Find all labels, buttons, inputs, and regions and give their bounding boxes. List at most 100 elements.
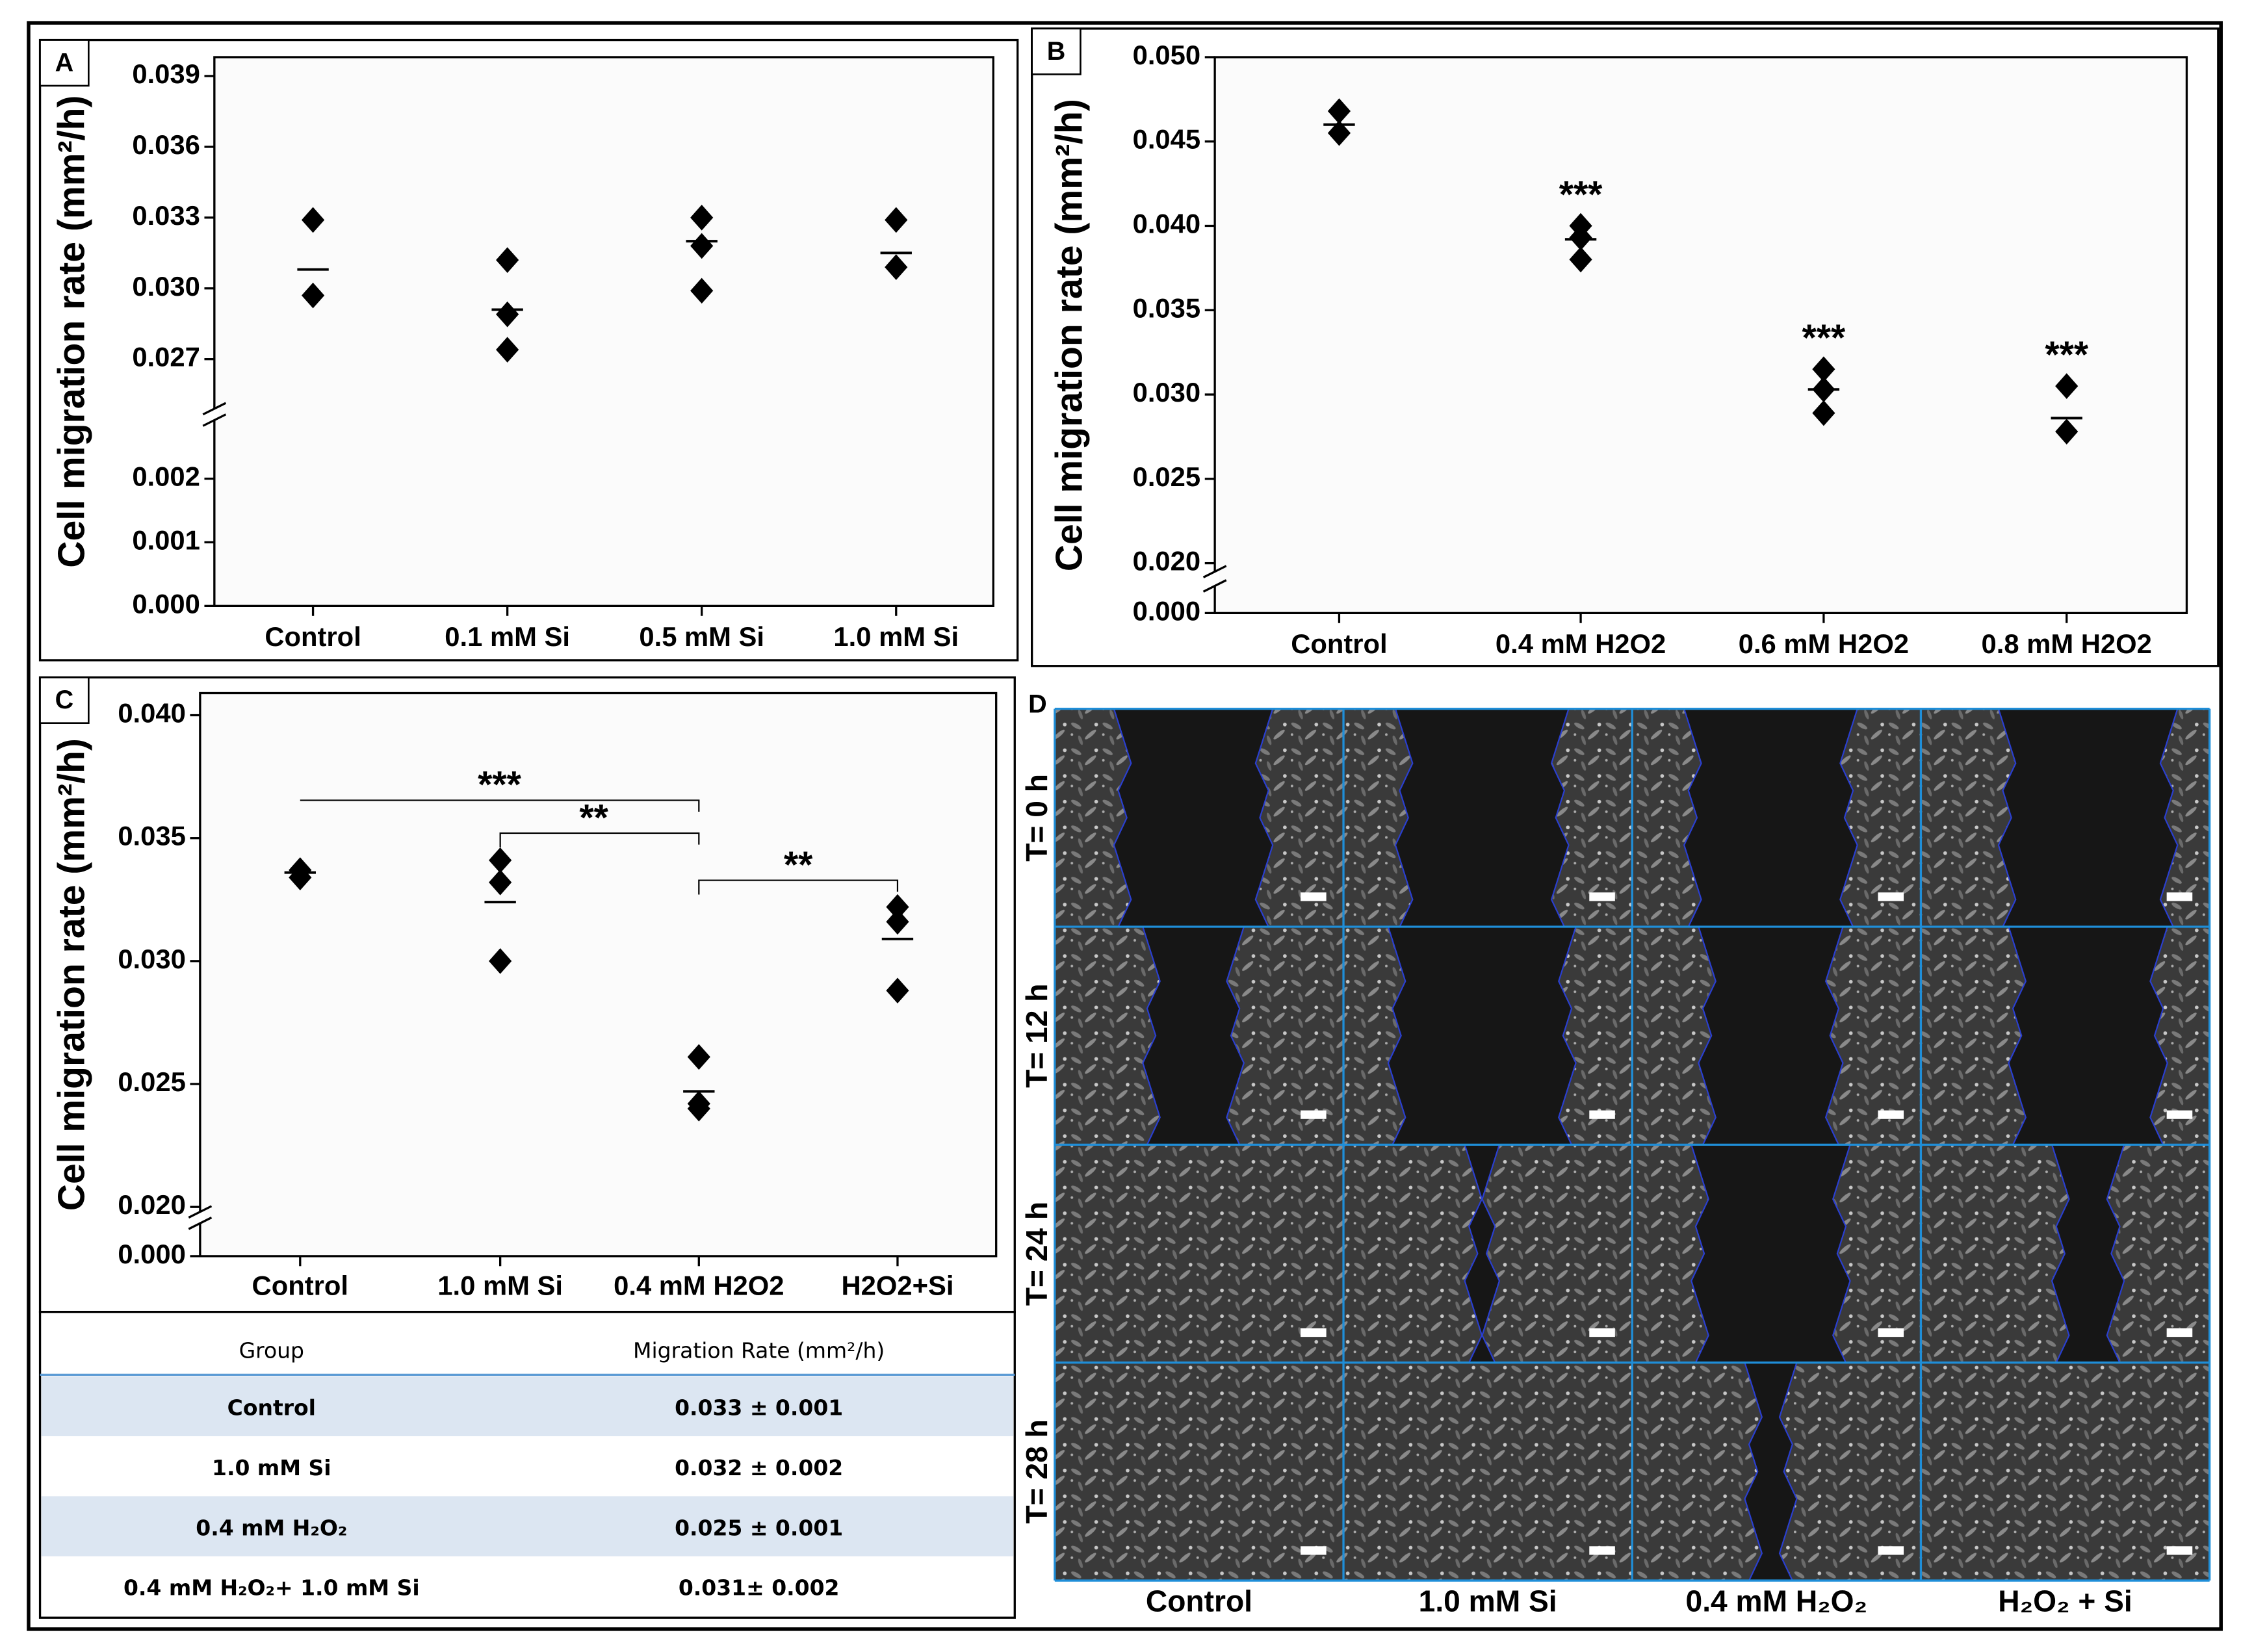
scale-bar xyxy=(1301,1546,1327,1555)
y-axis-title: Cell migration rate (mm²/h) xyxy=(1048,99,1090,571)
wound-gap xyxy=(1698,927,1843,1145)
column-label: Control xyxy=(1146,1584,1252,1618)
scale-bar xyxy=(2166,1328,2193,1337)
data-point xyxy=(885,207,908,233)
x-tick-label: 1.0 mM Si xyxy=(437,1270,563,1300)
significance-bracket xyxy=(499,832,700,847)
scale-bar xyxy=(1878,1328,1904,1337)
plot-area xyxy=(1213,56,2188,615)
panel-label: B xyxy=(1047,37,1066,66)
axis-break-mark xyxy=(202,413,227,427)
data-point xyxy=(687,1044,710,1070)
scale-bar xyxy=(1589,1328,1615,1337)
plot-area xyxy=(199,691,998,1258)
scale-bar xyxy=(1301,1110,1327,1119)
x-tick-label: Control xyxy=(265,621,361,652)
data-point xyxy=(301,282,325,309)
data-point xyxy=(885,254,908,280)
y-axis-title: Cell migration rate (mm²/h) xyxy=(51,738,92,1211)
x-tick-label: 0.1 mM Si xyxy=(445,621,570,652)
scale-bar xyxy=(2166,892,2193,901)
scale-bar xyxy=(1589,892,1615,901)
significance: *** xyxy=(1559,174,1603,216)
table-cell: 0.033 ± 0.001 xyxy=(675,1395,843,1421)
wound-edge xyxy=(1113,708,1132,927)
y-tick-label: 0.045 xyxy=(1133,124,1201,155)
plot-area xyxy=(213,56,994,608)
data-point xyxy=(1327,98,1351,124)
wound-edge xyxy=(1387,926,1406,1145)
significance-bracket xyxy=(698,879,899,895)
scale-bar xyxy=(1301,1328,1327,1337)
row-label: T= 28 h xyxy=(1020,1419,1054,1523)
scale-bar xyxy=(2166,1546,2193,1555)
wound-edge xyxy=(1226,926,1245,1145)
wound-edge xyxy=(2106,1144,2125,1363)
column-label: 1.0 mM Si xyxy=(1419,1584,1557,1618)
scale-bar xyxy=(1589,1546,1615,1555)
column-label: H₂O₂ + Si xyxy=(1998,1584,2132,1618)
y-tick-label: 0.027 xyxy=(132,342,200,372)
panel-label-box xyxy=(39,39,90,87)
panel-border xyxy=(1031,27,2220,667)
wound-edge xyxy=(1778,1362,1798,1581)
axis-break-mark xyxy=(1202,565,1227,578)
data-point xyxy=(301,207,325,233)
wound-edge xyxy=(1690,1144,1709,1363)
x-tick-label: 0.5 mM Si xyxy=(639,621,764,652)
x-tick-label: Control xyxy=(252,1270,348,1300)
y-tick-label: 0.001 xyxy=(132,524,200,555)
wound-edge xyxy=(2008,926,2027,1145)
y-tick-label: 0.030 xyxy=(118,944,186,974)
wound-edge xyxy=(1481,1144,1501,1363)
wound-gap xyxy=(1113,708,1273,927)
data-point xyxy=(2055,373,2079,399)
y-tick-label: 0.035 xyxy=(118,821,186,851)
wound-edge xyxy=(2149,926,2168,1145)
wound-gap xyxy=(2052,1144,2125,1363)
data-point xyxy=(690,233,714,259)
significance-bracket xyxy=(300,799,700,812)
wound-gap xyxy=(1143,927,1244,1145)
wound-gap xyxy=(1691,1144,1850,1363)
significance: *** xyxy=(2045,334,2088,376)
wound-edge xyxy=(1744,1362,1763,1581)
wound-edge xyxy=(1254,708,1274,927)
y-tick-label: 0.033 xyxy=(132,200,200,231)
table-cell: 0.025 ± 0.001 xyxy=(675,1515,843,1540)
wound-edge xyxy=(1997,708,2017,927)
table-cell: 1.0 mM Si xyxy=(212,1455,331,1480)
scale-bar xyxy=(1878,1546,1904,1555)
row-label: T= 0 h xyxy=(1020,774,1054,862)
table-row-shade xyxy=(41,1376,1014,1436)
y-tick-label: 0.020 xyxy=(1133,546,1201,576)
axis-break-mark xyxy=(1202,579,1227,593)
table-header: Group xyxy=(239,1338,304,1363)
data-point xyxy=(2055,419,2079,445)
data-point xyxy=(690,205,714,231)
x-tick-label: 0.4 mM H2O2 xyxy=(614,1270,784,1300)
scale-bar xyxy=(1878,1110,1904,1119)
y-tick-label: 0.020 xyxy=(118,1189,186,1220)
row-label: T= 24 h xyxy=(1020,1202,1054,1306)
table-row-shade xyxy=(41,1496,1014,1556)
scale-bar xyxy=(1878,892,1904,901)
y-tick-label: 0.002 xyxy=(132,461,200,492)
data-point xyxy=(1812,356,1835,382)
x-tick-label: 0.8 mM H2O2 xyxy=(1982,628,2152,659)
panel-label: D xyxy=(1028,690,1047,719)
y-tick-label: 0.000 xyxy=(1133,595,1201,626)
axis-break-gap xyxy=(1210,571,1219,586)
wound-gap xyxy=(2008,927,2168,1145)
x-tick-label: 1.0 mM Si xyxy=(833,621,959,652)
data-point xyxy=(886,894,909,920)
axis-break-mark xyxy=(202,402,227,416)
wound-edge xyxy=(1558,926,1577,1145)
scale-bar xyxy=(1301,892,1327,901)
y-tick-label: 0.030 xyxy=(132,271,200,302)
significance: *** xyxy=(478,764,521,806)
wound-edge xyxy=(1839,708,1858,927)
y-tick-label: 0.040 xyxy=(1133,209,1201,239)
